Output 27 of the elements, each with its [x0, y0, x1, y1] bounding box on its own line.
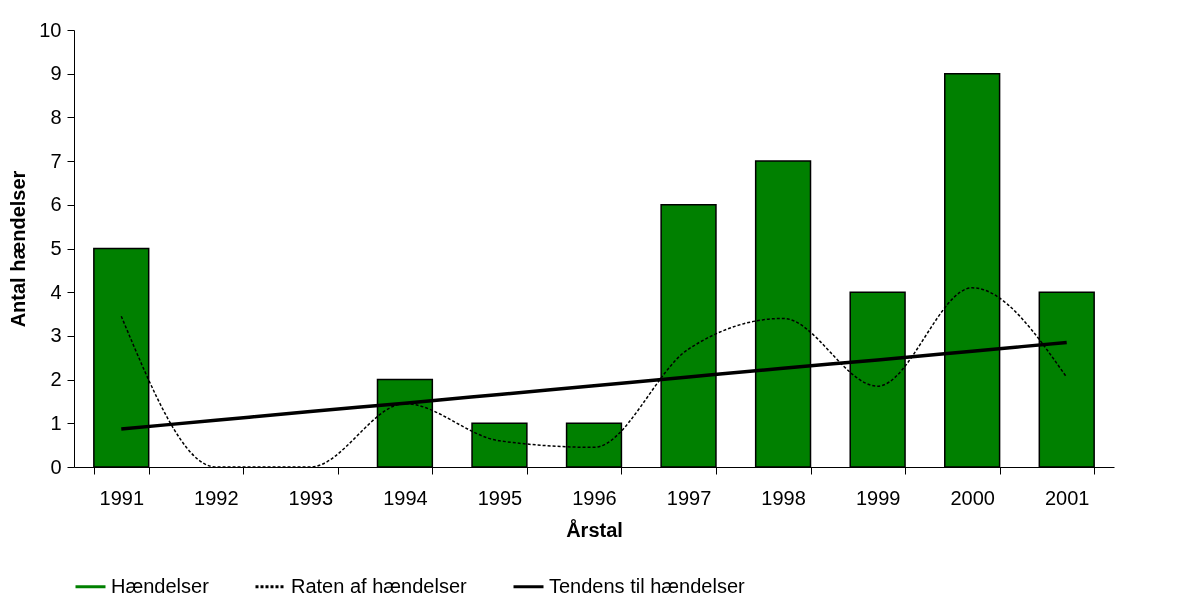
x-tick-label: 1994	[383, 486, 428, 509]
x-tick-label: 2001	[1044, 486, 1090, 509]
x-tick-label: 1995	[477, 486, 523, 509]
y-tick-label: 7	[50, 149, 62, 172]
y-tick-label: 8	[50, 105, 62, 128]
y-tick-label: 3	[50, 324, 62, 347]
y-tick-label: 0	[50, 455, 62, 478]
x-tick-label: 1999	[855, 486, 901, 509]
y-tick-label: 2	[50, 368, 62, 391]
x-tick-label: 1992	[194, 486, 239, 509]
y-tick-label: 10	[39, 18, 62, 41]
x-tick-label: 1996	[572, 486, 617, 509]
legend-label: Tendens til hændelser	[549, 574, 746, 597]
x-tick-label: 1991	[99, 486, 145, 509]
x-tick-label: 1997	[666, 486, 712, 509]
y-axis-title: Antal hændelser	[7, 170, 30, 328]
x-tick-label: 1993	[288, 486, 334, 509]
y-tick-label: 4	[50, 280, 62, 303]
y-tick-label: 6	[50, 193, 62, 216]
x-tick-label: 2000	[950, 486, 995, 509]
legend-label: Raten af hændelser	[291, 574, 467, 597]
legend-label: Hændelser	[111, 574, 210, 597]
y-tick-label: 1	[50, 411, 62, 434]
y-tick-label: 9	[50, 62, 62, 85]
x-axis-title: Årstal	[566, 517, 623, 541]
x-tick-label: 1998	[761, 486, 806, 509]
y-tick-label: 5	[50, 237, 62, 259]
